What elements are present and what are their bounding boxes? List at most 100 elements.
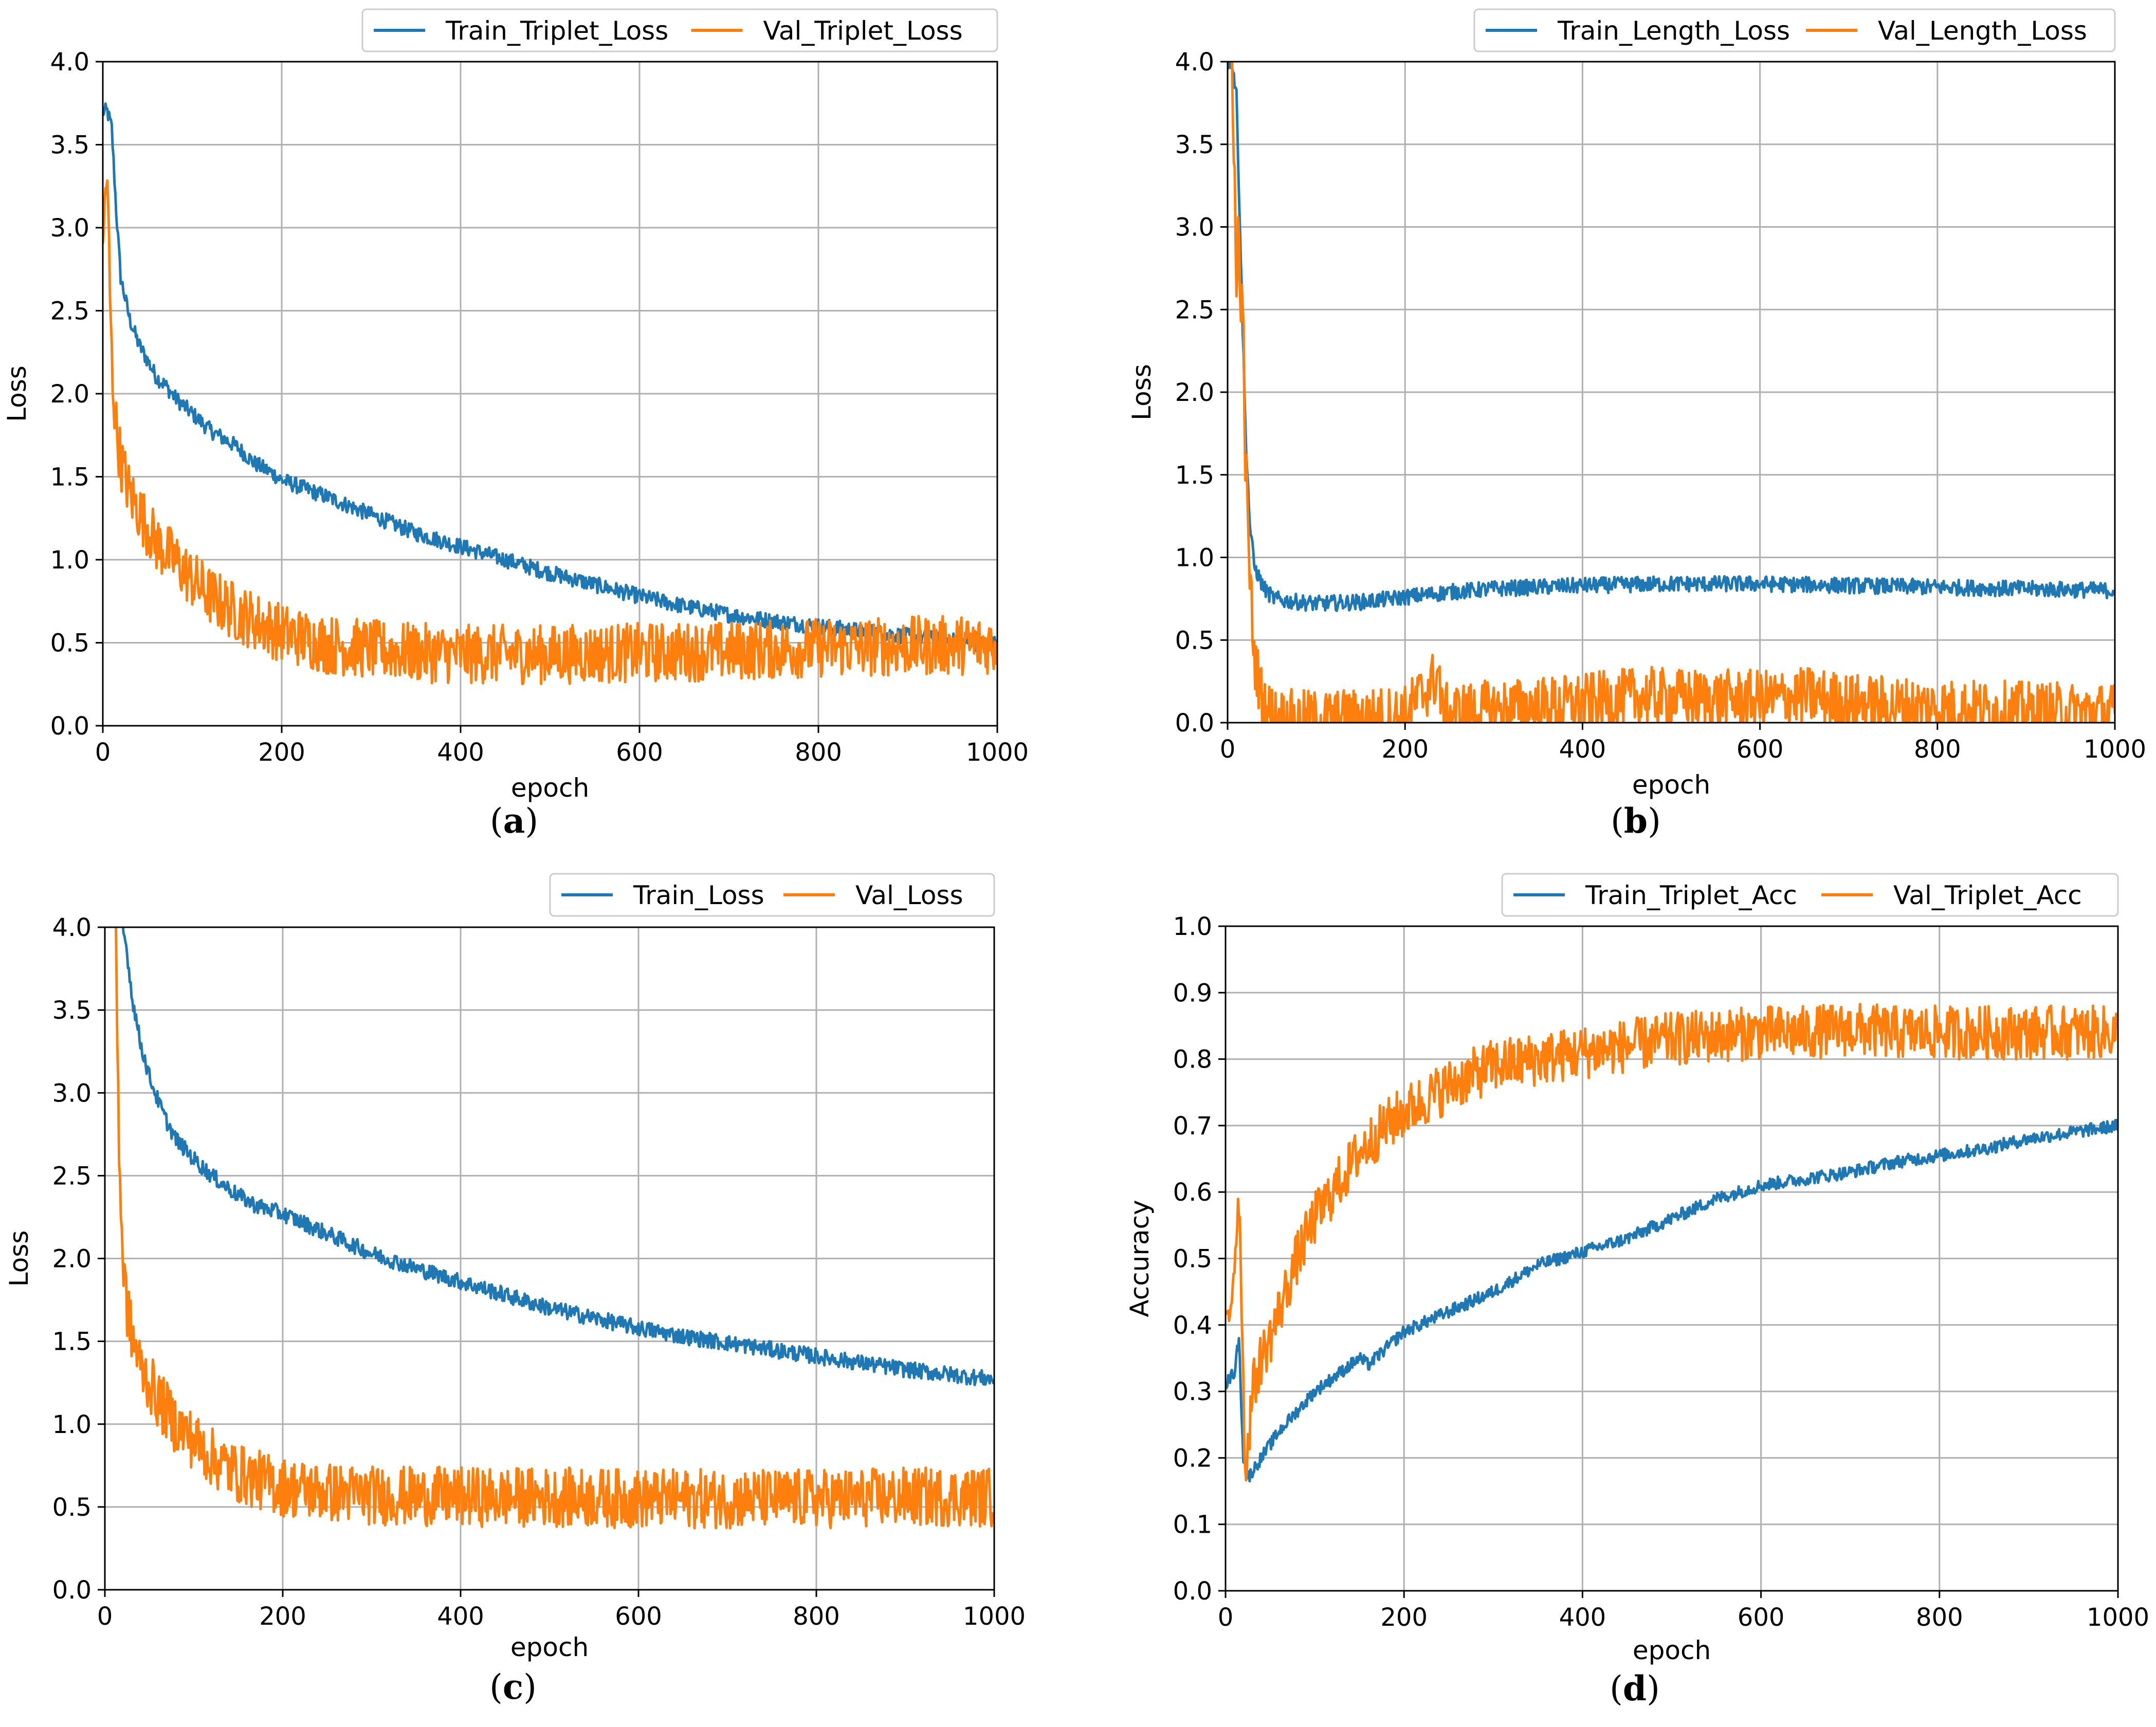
y-tick-label: 0.5 <box>1173 1245 1212 1274</box>
x-tick-label: 400 <box>1559 735 1606 764</box>
axes-frame <box>102 61 998 727</box>
y-tick-label: 0.1 <box>1173 1511 1212 1539</box>
x-tick-label: 1000 <box>966 738 1029 767</box>
y-tick-label: 1.0 <box>1173 912 1212 941</box>
legend: Train_Loss Val_Loss <box>549 873 995 917</box>
panel-d: 0 200 400 600 800 1000 0.0 0.1 0.2 0.3 0.4 0.5 0.6 0.… <box>1125 873 2149 1708</box>
x-tick-label: 800 <box>795 738 842 767</box>
x-tick-label: 600 <box>1738 1603 1785 1632</box>
legend-label: Train_Loss <box>633 880 764 910</box>
x-tick-label: 400 <box>1559 1603 1606 1632</box>
series-line-train-length-loss <box>1228 62 2115 612</box>
y-tick-label: 1.0 <box>50 546 89 575</box>
x-tick-label: 800 <box>793 1602 840 1631</box>
y-tick-label: 0.5 <box>52 1493 92 1522</box>
x-axis-label: epoch <box>511 773 589 803</box>
legend-box <box>361 8 998 52</box>
panel-b: 0 200 400 600 800 1000 0.0 0.5 1.0 1.5 2.0 2.5 3.0 3.… <box>1127 8 2146 841</box>
x-axis-label: epoch <box>1632 770 1710 800</box>
x-tick-label: 800 <box>1914 735 1961 764</box>
y-tick-label: 0.3 <box>1173 1377 1212 1406</box>
y-axis-label: Accuracy <box>1125 1200 1155 1317</box>
y-tick-label: 3.0 <box>1175 213 1214 242</box>
y-tick-label: 2.5 <box>1175 296 1214 324</box>
panel-caption: (b) <box>1611 801 1661 841</box>
x-tick-label: 200 <box>259 1602 306 1631</box>
series-line-val-triplet-loss <box>103 179 997 686</box>
panel-caption: (c) <box>489 1667 537 1707</box>
x-tick-label: 200 <box>1380 1603 1428 1632</box>
x-tick-label: 600 <box>615 1602 662 1631</box>
y-tick-label: 1.0 <box>52 1410 92 1439</box>
legend-label: Val_Triplet_Loss <box>763 16 963 46</box>
y-tick-label: 0.6 <box>1173 1178 1212 1207</box>
y-axis-label: Loss <box>1127 364 1157 420</box>
x-tick-label: 1000 <box>2087 1603 2149 1632</box>
panel-caption: (a) <box>490 801 538 841</box>
y-tick-label: 0.5 <box>1175 626 1214 655</box>
x-tick-label: 200 <box>258 738 305 767</box>
y-tick-label: 3.5 <box>50 131 89 160</box>
panel-a: 0 200 400 600 800 1000 0.0 0.5 1.0 1.5 2.0 2.5 3.0 3.… <box>2 8 1029 841</box>
y-tick-label: 0.2 <box>1173 1444 1212 1473</box>
series-line-train-triplet-acc <box>1226 1118 2118 1483</box>
y-tick-label: 4.0 <box>1175 48 1214 77</box>
legend-label: Val_Triplet_Acc <box>1893 880 2082 910</box>
y-tick-label: 2.5 <box>50 297 89 326</box>
legend: Train_Triplet_Acc Val_Triplet_Acc <box>1501 873 2119 917</box>
panel-caption: (d) <box>1610 1668 1660 1708</box>
y-tick-label: 3.0 <box>52 1079 92 1108</box>
y-tick-label: 2.0 <box>50 380 89 409</box>
x-tick-label: 800 <box>1916 1603 1963 1632</box>
x-tick-label: 200 <box>1381 735 1429 764</box>
x-tick-label: 0 <box>95 738 111 767</box>
series-line-val-loss <box>115 927 994 1530</box>
x-axis-label: epoch <box>1633 1636 1711 1665</box>
y-tick-label: 4.0 <box>52 913 92 942</box>
series-line-val-triplet-acc <box>1226 1003 2118 1482</box>
series-line-train-loss <box>121 927 994 1386</box>
y-tick-label: 0.0 <box>1175 709 1214 738</box>
legend: Train_Length_Loss Val_Length_Loss <box>1473 8 2116 52</box>
legend-label: Train_Length_Loss <box>1557 16 1790 46</box>
y-tick-label: 2.5 <box>52 1162 92 1190</box>
axes-frame <box>1227 61 2116 724</box>
x-tick-label: 0 <box>97 1602 113 1631</box>
y-tick-label: 3.5 <box>1175 131 1214 159</box>
y-tick-label: 3.0 <box>50 214 89 243</box>
x-tick-label: 1000 <box>2084 735 2146 764</box>
y-tick-label: 1.0 <box>1175 544 1214 573</box>
x-tick-label: 1000 <box>963 1602 1026 1631</box>
legend-label: Val_Loss <box>855 880 963 910</box>
axes-frame <box>104 926 995 1591</box>
x-tick-label: 600 <box>1737 735 1784 764</box>
legend-label: Train_Triplet_Loss <box>445 16 668 46</box>
legend: Train_Triplet_Loss Val_Triplet_Loss <box>361 8 998 52</box>
y-tick-label: 0.7 <box>1173 1112 1212 1141</box>
y-tick-label: 2.0 <box>52 1245 92 1274</box>
legend-label: Val_Length_Loss <box>1878 16 2087 46</box>
panel-c: 0 200 400 600 800 1000 0.0 0.5 1.0 1.5 2.0 2.5 3.0 3.… <box>4 873 1026 1707</box>
y-tick-label: 0.0 <box>1173 1577 1212 1606</box>
x-tick-label: 600 <box>616 738 663 767</box>
legend-box <box>1501 873 2119 917</box>
legend-box <box>1473 8 2116 52</box>
y-tick-label: 0.8 <box>1173 1045 1212 1074</box>
y-tick-label: 1.5 <box>52 1328 92 1356</box>
y-tick-label: 0.0 <box>50 712 89 741</box>
y-tick-label: 4.0 <box>50 48 89 77</box>
y-axis-label: Loss <box>2 365 32 422</box>
y-tick-label: 1.5 <box>50 463 89 492</box>
x-tick-label: 0 <box>1218 1603 1234 1632</box>
y-tick-label: 0.0 <box>52 1576 92 1605</box>
x-tick-label: 400 <box>437 1602 484 1631</box>
y-tick-label: 1.5 <box>1175 461 1214 490</box>
y-tick-label: 2.0 <box>1175 378 1214 407</box>
y-tick-label: 0.4 <box>1173 1311 1212 1340</box>
legend-label: Train_Triplet_Acc <box>1585 880 1797 910</box>
x-tick-label: 400 <box>437 738 484 767</box>
y-tick-label: 0.9 <box>1173 979 1212 1007</box>
x-tick-label: 0 <box>1220 735 1236 764</box>
x-axis-label: epoch <box>510 1632 589 1662</box>
